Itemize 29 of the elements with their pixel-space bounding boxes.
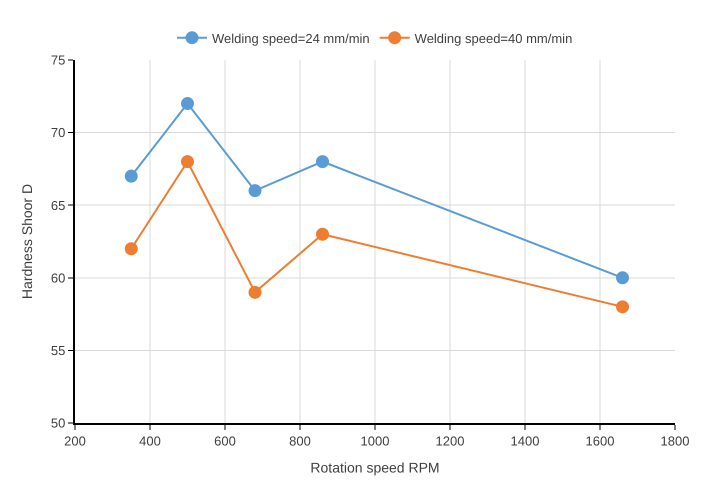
point <box>124 242 138 256</box>
x-tick-label: 400 <box>139 434 161 449</box>
y-tick-label: 50 <box>50 416 66 431</box>
y-tick-label: 60 <box>50 270 66 286</box>
point <box>248 184 262 198</box>
legend-label: Welding speed=40 mm/min <box>414 30 572 46</box>
y-tick-label: 70 <box>50 125 66 140</box>
x-tick-label: 1400 <box>510 434 540 449</box>
x-tick-label: 200 <box>64 434 86 449</box>
point <box>124 170 138 183</box>
point <box>616 271 629 284</box>
point <box>316 228 329 241</box>
point <box>616 300 629 314</box>
point <box>248 286 262 299</box>
x-tick-label: 1600 <box>586 434 614 449</box>
point <box>181 155 194 168</box>
y-tick-label: 65 <box>50 198 66 213</box>
y-axis-title: Hardness Shoor D <box>19 184 36 300</box>
x-tick-label: 1200 <box>436 434 464 449</box>
x-tick-label: 1000 <box>360 434 390 449</box>
point <box>181 97 194 110</box>
y-tick-label: 55 <box>50 342 66 358</box>
y-tick-label: 75 <box>50 52 66 68</box>
x-tick-label: 600 <box>214 434 236 449</box>
x-tick-label: 1800 <box>660 434 690 449</box>
x-axis-title: Rotation speed RPM <box>310 459 440 476</box>
x-tick-label: 800 <box>289 434 311 449</box>
legend-label: Welding speed=24 mm/min <box>212 30 370 46</box>
point <box>316 155 329 168</box>
